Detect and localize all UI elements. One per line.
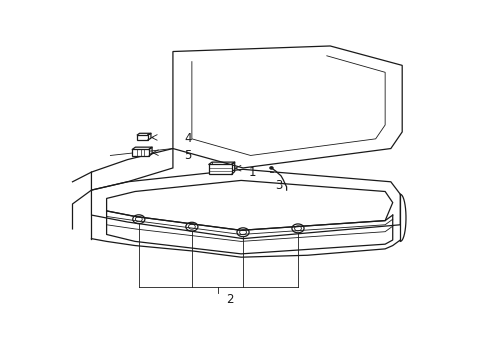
Text: 1: 1 (248, 166, 256, 179)
Text: 4: 4 (184, 132, 191, 145)
Text: 3: 3 (275, 179, 282, 193)
Circle shape (269, 167, 272, 169)
Text: 5: 5 (184, 149, 191, 162)
Text: 2: 2 (225, 293, 233, 306)
FancyBboxPatch shape (132, 149, 149, 156)
FancyBboxPatch shape (208, 164, 231, 174)
FancyBboxPatch shape (137, 135, 147, 140)
